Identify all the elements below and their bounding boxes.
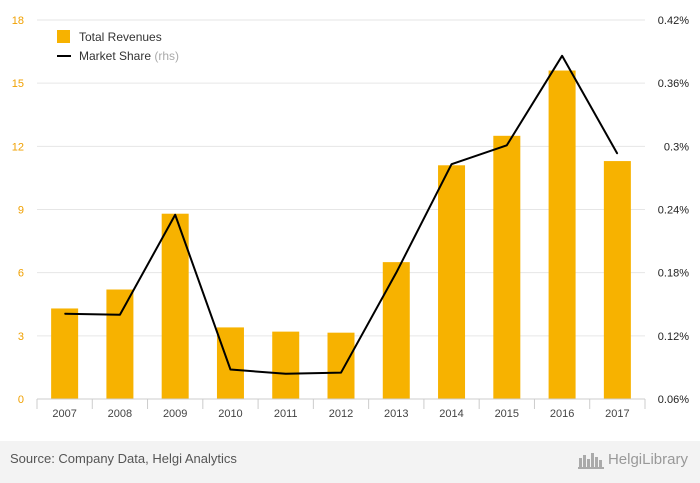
- y-right-tick-label: 0.06%: [658, 394, 689, 406]
- grid-lines: [36, 19, 646, 409]
- legend-swatch-revenues: [57, 30, 70, 43]
- y-left-tick-label: 3: [18, 331, 24, 343]
- brand-logo: HelgiLibrary: [577, 449, 688, 469]
- bar-2017: [603, 161, 631, 399]
- y-left-tick-label: 12: [12, 141, 24, 153]
- legend-label-revenues: Total Revenues: [79, 30, 162, 44]
- y-right-tick-label: 0.18%: [658, 268, 689, 280]
- bar-2009: [161, 213, 189, 399]
- chart-area: 0 0.06% 3 0.12% 6 0.18% 9 0.24% 12 0.3% 15 0.36% 18 0…: [12, 15, 689, 420]
- market-share-point-2016: [561, 55, 563, 57]
- y-right-tick-label: 0.3%: [664, 141, 689, 153]
- y-right-tick-label: 0.42%: [658, 15, 689, 27]
- x-tick-label: 2017: [605, 408, 629, 420]
- market-share-line: [64, 54, 619, 375]
- y-right-tick-label: 0.12%: [658, 331, 689, 343]
- source-note: Source: Company Data, Helgi Analytics: [10, 451, 237, 466]
- y-right-tick-label: 0.36%: [658, 78, 689, 90]
- legend-label-market-share: Market Share (rhs): [79, 49, 179, 63]
- market-share-point-2009: [174, 214, 176, 216]
- bar-2011: [272, 331, 300, 399]
- bar-2015: [493, 135, 521, 400]
- library-icon: [577, 453, 604, 469]
- bar-2013: [382, 262, 410, 399]
- market-share-point-2017: [616, 153, 618, 155]
- x-tick-label: 2011: [274, 408, 298, 420]
- bar-2008: [106, 289, 134, 399]
- x-tick-label: 2014: [439, 408, 463, 420]
- y-right-tick-label: 0.24%: [658, 205, 689, 217]
- legend-rhs-marker: (rhs): [154, 49, 179, 63]
- x-tick-label: 2007: [52, 408, 76, 420]
- y-left-tick-label: 6: [18, 268, 24, 280]
- footer: Source: Company Data, Helgi Analytics He…: [0, 441, 700, 483]
- market-share-point-2013: [395, 272, 397, 274]
- line-series: [64, 54, 619, 375]
- x-tick-label: 2008: [108, 408, 132, 420]
- x-tick-label: 2013: [384, 408, 408, 420]
- market-share-point-2008: [119, 314, 121, 316]
- brand-name: HelgiLibrary: [607, 450, 688, 468]
- legend-label-market-share-name: Market Share: [79, 49, 154, 63]
- y-left-tick-label: 18: [12, 15, 24, 27]
- market-share-point-2011: [285, 373, 287, 375]
- bar-2012: [327, 332, 355, 399]
- y-left-tick-label: 15: [12, 78, 24, 90]
- bar-2016: [548, 70, 576, 400]
- x-tick-label: 2016: [550, 408, 574, 420]
- bar-2010: [216, 327, 244, 399]
- x-tick-label: 2012: [329, 408, 353, 420]
- market-share-point-2010: [229, 369, 231, 371]
- bar-2014: [438, 165, 466, 399]
- y-left-tick-label: 9: [18, 205, 24, 217]
- x-tick-label: 2010: [218, 408, 242, 420]
- axes: 0 0.06% 3 0.12% 6 0.18% 9 0.24% 12 0.3% 15 0.36% 18 0…: [12, 15, 689, 420]
- bar-series: [51, 70, 631, 400]
- market-share-point-2012: [340, 372, 342, 374]
- legend: Total Revenues Market Share (rhs): [57, 30, 179, 63]
- x-tick-label: 2009: [163, 408, 187, 420]
- y-left-tick-label: 0: [18, 394, 24, 406]
- bar-2007: [51, 308, 79, 399]
- market-share-point-2015: [506, 144, 508, 146]
- x-tick-label: 2015: [495, 408, 519, 420]
- market-share-point-2014: [451, 163, 453, 165]
- market-share-point-2007: [64, 313, 66, 315]
